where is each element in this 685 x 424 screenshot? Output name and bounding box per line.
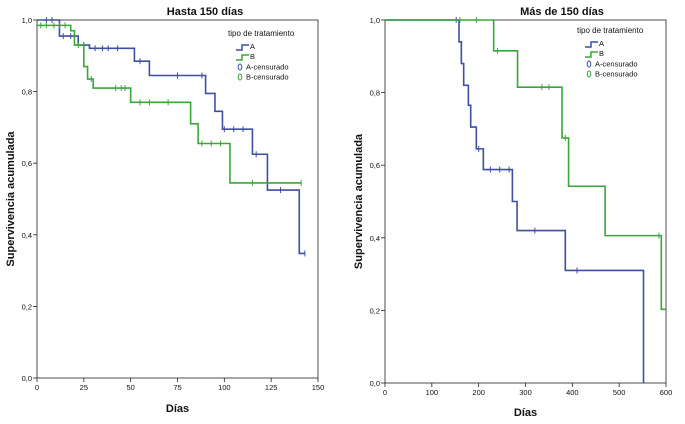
y-tick-label: 0,6 (370, 161, 380, 170)
legend-label: A-censurado (595, 60, 638, 69)
legend: tipo de tratamiento AB A-censuradoB-censur… (228, 29, 295, 82)
x-tick-label: 25 (80, 383, 88, 392)
y-tick-label: 1,0 (370, 16, 380, 25)
plot-frame (384, 19, 667, 384)
chart-2: Más de 150 días 0 100 200 300 400 500 600 0,0 0,2… (353, 6, 672, 419)
legend-label: B (250, 52, 255, 61)
legend-title: tipo de tratamiento (228, 29, 295, 38)
legend-swatch-line (585, 41, 598, 48)
series-line-A (385, 19, 645, 383)
x-tick-label: 75 (173, 383, 181, 392)
legend-swatch-censor (586, 60, 592, 68)
plot-frame (36, 19, 319, 379)
legend-label: B-censurado (246, 73, 289, 82)
x-tick-label: 500 (613, 388, 626, 397)
y-tick-label: 0,6 (22, 159, 32, 168)
y-tick-label: 0,8 (370, 89, 380, 98)
chart-1: Hasta 150 días 0 25 50 75 100 125 150 0,0 0,2 0,4 0… (5, 6, 324, 415)
y-tick-label: 1,0 (22, 16, 32, 25)
x-tick-label: 300 (519, 388, 532, 397)
y-axis-title: Supervivencia acumulada (353, 133, 365, 269)
x-axis-title: Días (514, 407, 537, 419)
y-tick-label: 0,4 (370, 234, 380, 243)
legend-swatch-line (585, 51, 598, 58)
x-tick-label: 100 (426, 388, 439, 397)
y-tick-label: 0,4 (22, 231, 32, 240)
legend-swatch-censor (237, 63, 243, 71)
legend-swatch-censor (586, 70, 592, 78)
x-axis-title: Días (166, 403, 189, 415)
legend-label: A (599, 39, 604, 48)
x-tick-label: 0 (383, 388, 387, 397)
y-tick-label: 0,8 (22, 88, 32, 97)
x-tick-label: 400 (566, 388, 579, 397)
legend-label: A (250, 42, 255, 51)
x-tick-label: 50 (126, 383, 134, 392)
legend-label: B-censurado (595, 70, 638, 79)
chart-title: Hasta 150 días (167, 6, 243, 18)
x-tick-label: 150 (312, 383, 325, 392)
legend-swatch-line (236, 54, 249, 61)
x-tick-label: 0 (35, 383, 39, 392)
legend-swatch-censor (237, 73, 243, 81)
x-tick-label: 600 (660, 388, 673, 397)
legend-swatch-line (236, 44, 249, 51)
legend-label: A-censurado (246, 63, 289, 72)
chart-title: Más de 150 días (520, 6, 604, 18)
series-line-B (37, 24, 302, 184)
legend: tipo de tratamiento AB A-censuradoB-censur… (577, 26, 644, 79)
y-tick-label: 0,2 (370, 306, 380, 315)
y-tick-label: 0,0 (370, 379, 380, 388)
legend-label: B (599, 49, 604, 58)
y-tick-label: 0,0 (22, 374, 32, 383)
x-tick-label: 125 (265, 383, 278, 392)
y-axis-title: Supervivencia acumulada (5, 131, 17, 267)
x-tick-label: 200 (472, 388, 485, 397)
legend-title: tipo de tratamiento (577, 26, 644, 35)
y-tick-label: 0,2 (22, 302, 32, 311)
x-tick-label: 100 (218, 383, 231, 392)
